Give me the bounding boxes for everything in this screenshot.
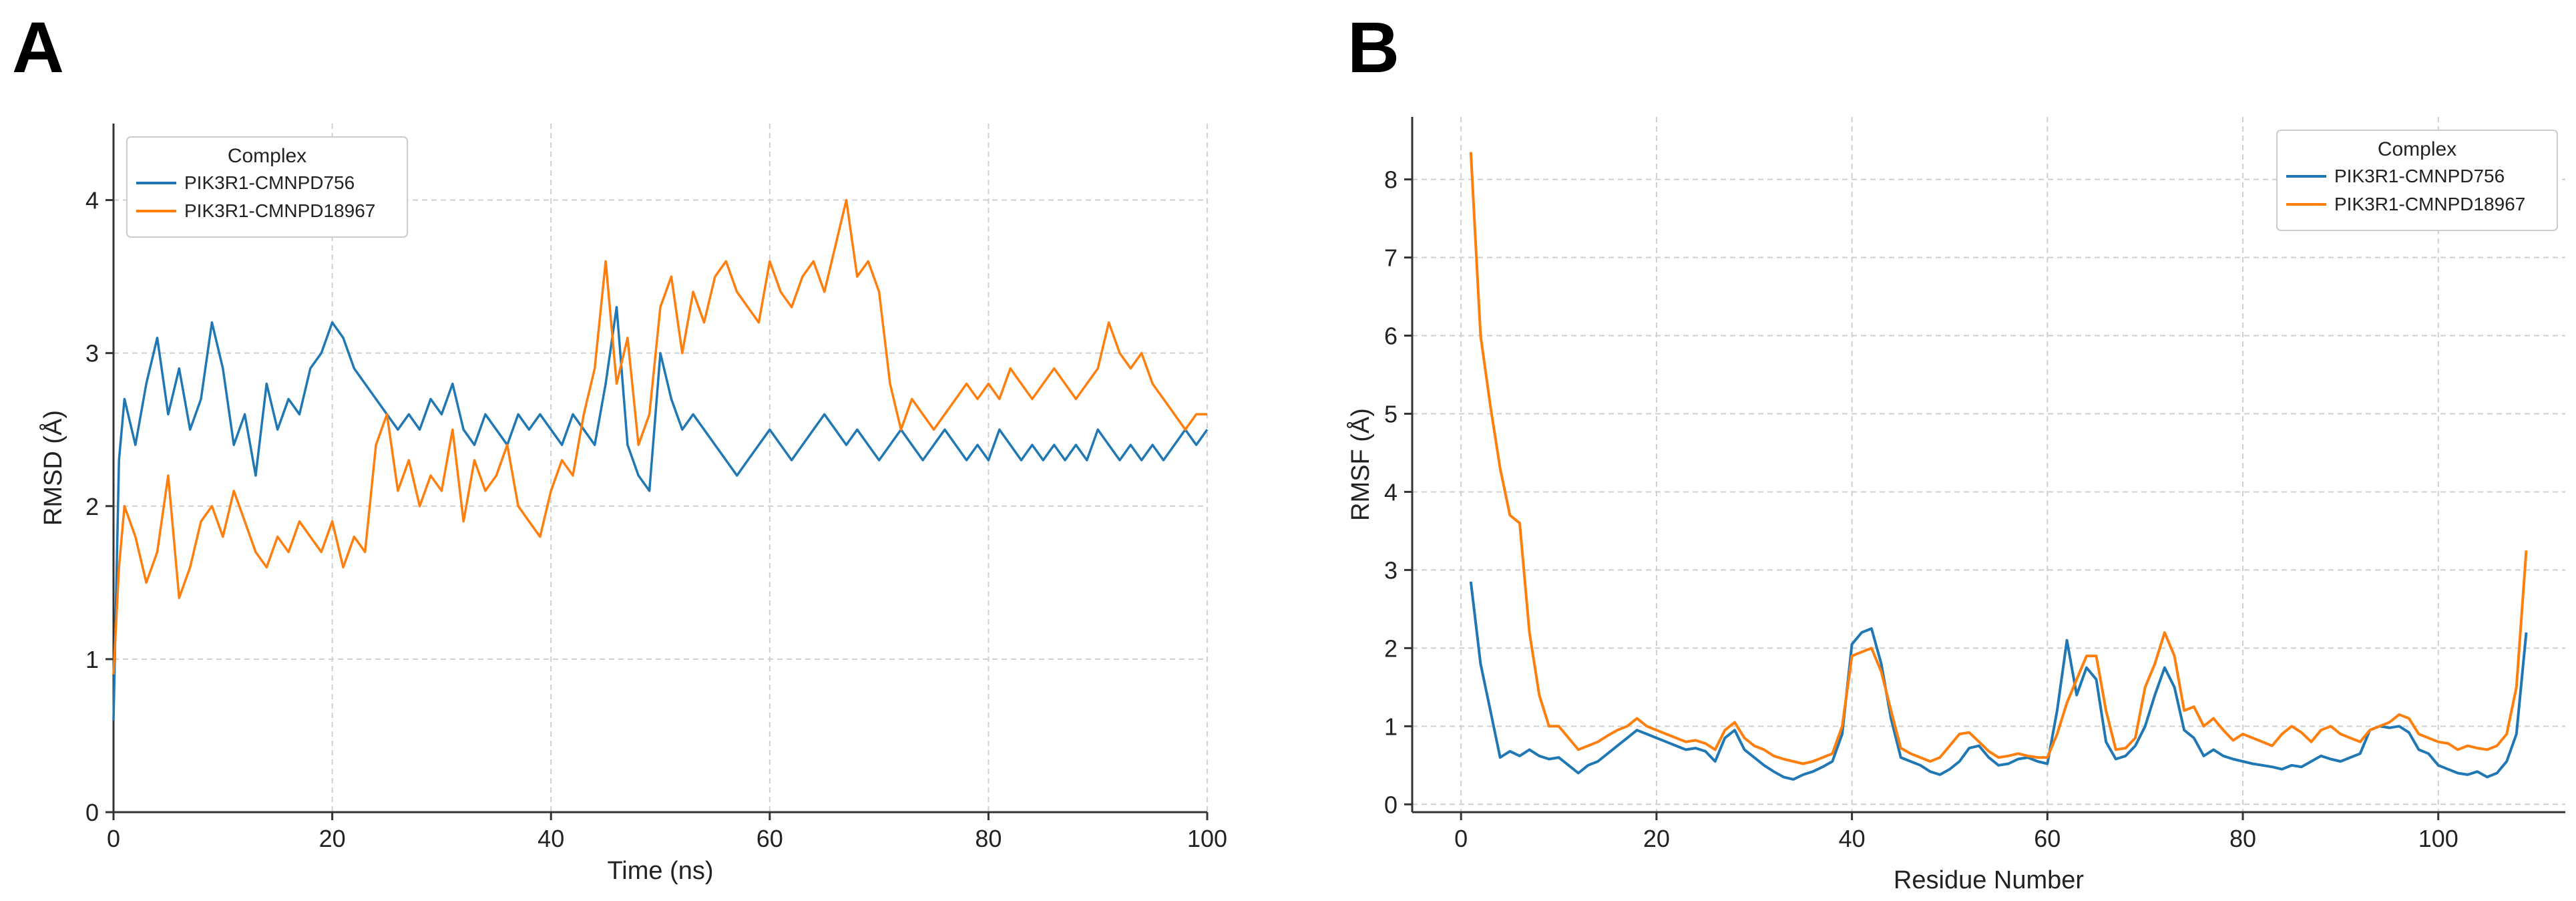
x-tick-label: 100	[1187, 825, 1227, 852]
x-tick-label: 0	[107, 825, 120, 852]
x-axis-label: Time (ns)	[607, 857, 713, 885]
x-tick-label: 60	[2034, 825, 2061, 852]
y-tick-label: 0	[85, 799, 99, 826]
legend-title: Complex	[228, 145, 306, 167]
chart-panel-a: A 0 20 40 60 80 100 0 1 2 3 4 Time (ns) RMSD (Å) Compl…	[12, 7, 1227, 885]
y-tick-label: 1	[85, 646, 99, 673]
y-tick-label: 2	[1384, 635, 1398, 662]
x-tick-label: 80	[2229, 825, 2256, 852]
legend-box	[126, 136, 408, 238]
x-tick-label: 100	[2418, 825, 2458, 852]
x-tick-label: 20	[319, 825, 346, 852]
y-tick-label: 7	[1384, 244, 1398, 272]
legend-entry-2: PIK3R1-CMNPD18967	[184, 200, 375, 221]
legend: Complex PIK3R1-CMNPD756 PIK3R1-CMNPD18967	[2276, 130, 2558, 231]
panel-label: A	[12, 7, 64, 87]
y-tick-label: 5	[1384, 400, 1398, 427]
y-tick-label: 3	[1384, 556, 1398, 584]
y-tick-label: 8	[1384, 166, 1398, 194]
y-tick-label: 0	[1384, 791, 1398, 818]
x-tick-label: 0	[1454, 825, 1468, 852]
x-tick-label: 80	[975, 825, 1002, 852]
series-line-1	[112, 306, 1209, 721]
y-tick-label: 4	[1384, 478, 1398, 506]
legend-box	[2276, 130, 2558, 231]
y-axis-label: RMSD (Å)	[38, 410, 67, 526]
legend-title: Complex	[2378, 138, 2456, 160]
y-tick-label: 3	[85, 340, 99, 367]
y-axis-label: RMSF (Å)	[1345, 408, 1375, 521]
series-line-2	[1469, 152, 2528, 765]
x-tick-label: 40	[1839, 825, 1866, 852]
y-tick-label: 4	[85, 187, 99, 214]
x-tick-label: 20	[1643, 825, 1670, 852]
x-axis-label: Residue Number	[1894, 866, 2084, 894]
x-tick-label: 40	[538, 825, 564, 852]
y-tick-label: 2	[85, 493, 99, 520]
legend-entry-1: PIK3R1-CMNPD756	[2334, 166, 2505, 186]
series-line-2	[112, 198, 1207, 675]
legend: Complex PIK3R1-CMNPD756 PIK3R1-CMNPD18967	[126, 136, 408, 238]
x-tick-label: 60	[757, 825, 783, 852]
legend-entry-2: PIK3R1-CMNPD18967	[2334, 194, 2525, 214]
chart-panel-b: B 0 20 40 60 80 100 0 1 2 3 4 5 6 7 8 Residue Number RMSF…	[1345, 7, 2565, 894]
y-tick-label: 1	[1384, 713, 1398, 740]
legend-entry-1: PIK3R1-CMNPD756	[184, 172, 355, 193]
series-line-1	[1469, 581, 2528, 781]
panel-label: B	[1347, 7, 1400, 87]
y-tick-label: 6	[1384, 323, 1398, 350]
